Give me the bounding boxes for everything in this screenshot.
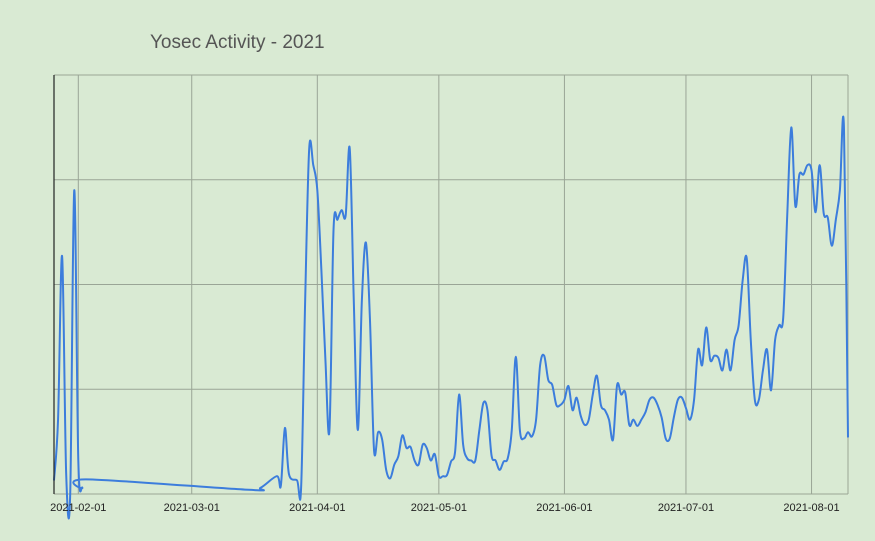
x-tick-label: 2021-05-01: [411, 502, 467, 514]
data-line: [53, 115, 849, 520]
x-tick-label: 2021-06-01: [536, 502, 592, 514]
x-tick-label: 2021-03-01: [164, 502, 220, 514]
x-tick-label: 2021-07-01: [658, 502, 714, 514]
x-tick-label: 2021-04-01: [289, 502, 345, 514]
grid: [54, 74, 849, 495]
x-tick-label: 2021-08-01: [783, 502, 839, 514]
plot: [53, 115, 849, 520]
chart-title: Yosec Activity - 2021: [150, 32, 325, 53]
x-tick-label: 2021-02-01: [50, 502, 106, 514]
